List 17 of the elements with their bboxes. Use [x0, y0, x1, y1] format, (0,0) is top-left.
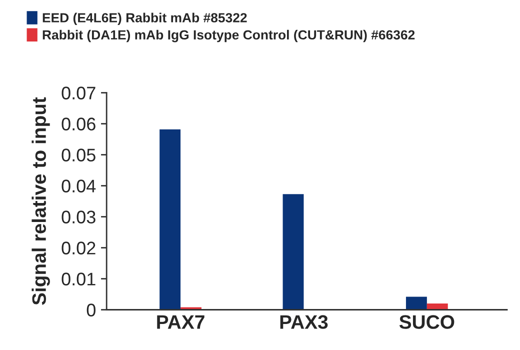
y-tick-label: 0.05	[62, 148, 96, 162]
y-axis-title: Signal relative to input	[32, 97, 50, 305]
y-tick-label: 0.04	[62, 180, 96, 192]
legend-label: Rabbit (DA1E) mAb IgG Isotype Control (CUT&RUN) #66362	[42, 30, 415, 42]
y-tick-label: 0	[86, 304, 96, 316]
x-tick-label: PAX7	[157, 315, 204, 329]
x-tick-label: PAX3	[280, 315, 328, 329]
bar	[282, 194, 304, 310]
y-tick-label: 0.01	[62, 272, 96, 286]
x-tick-label: SUCO	[399, 315, 454, 329]
y-tick-label: 0.02	[62, 242, 96, 254]
y-tick-label: 0.03	[62, 210, 96, 224]
bar	[160, 129, 181, 310]
y-tick-label: 0.07	[62, 86, 96, 100]
y-tick-label: 0.06	[62, 118, 96, 130]
bar	[406, 296, 427, 310]
legend-label: EED (E4L6E) Rabbit mAb #85322	[42, 12, 247, 26]
